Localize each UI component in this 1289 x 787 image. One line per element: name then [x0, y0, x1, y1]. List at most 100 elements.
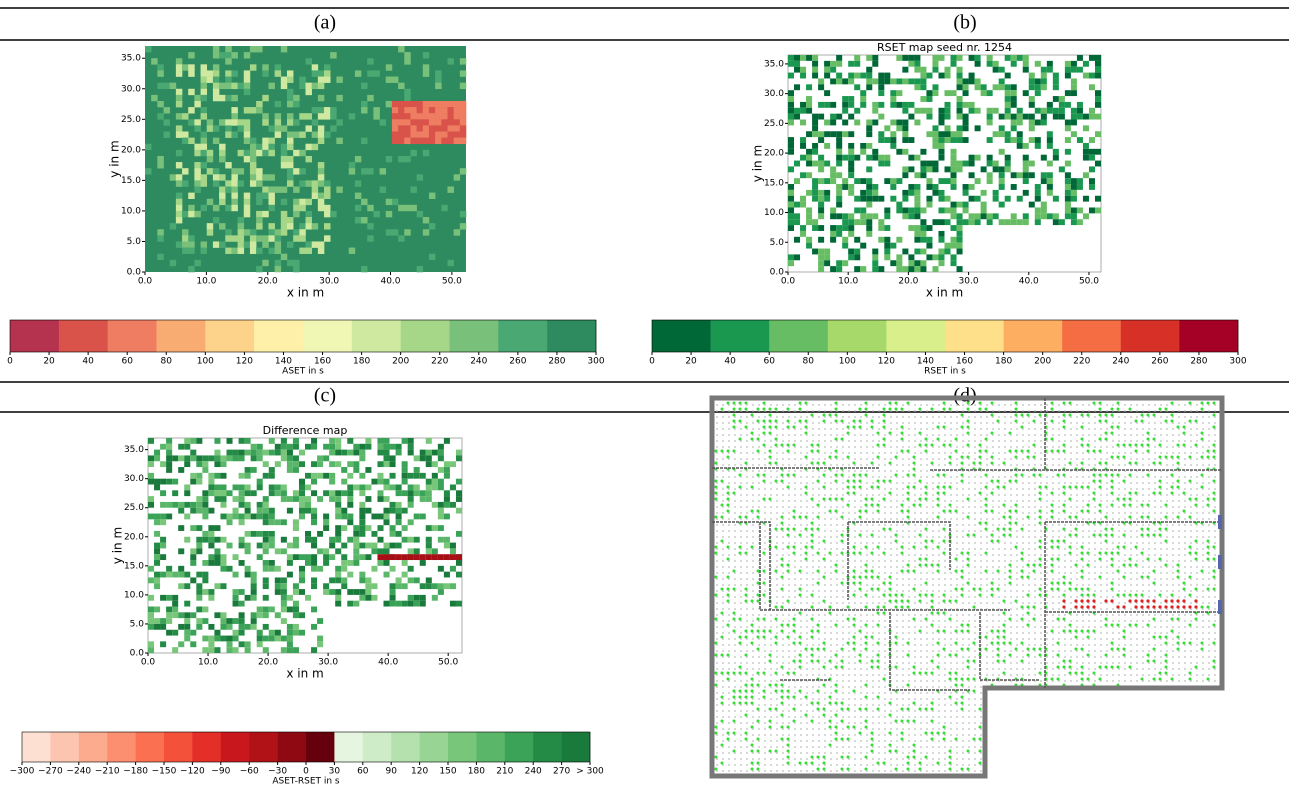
- heatmap-cell: [920, 219, 926, 225]
- heatmap-cell: [794, 114, 800, 120]
- heatmap-cell: [176, 113, 182, 119]
- plan-dot: [1201, 486, 1204, 489]
- plan-dot: [727, 492, 730, 495]
- y-tick-label: 0.0: [770, 268, 785, 278]
- heatmap-cell: [225, 205, 231, 211]
- plan-dot: [715, 498, 718, 501]
- heatmap-cell: [311, 444, 317, 450]
- plan-dot: [931, 672, 934, 675]
- plan-dot: [1177, 444, 1180, 447]
- heatmap-cell: [951, 161, 957, 167]
- heatmap-cell: [329, 490, 335, 496]
- heatmap-cell: [1023, 61, 1029, 67]
- heatmap-cell: [890, 102, 896, 108]
- heatmap-cell: [335, 450, 341, 456]
- heatmap-cell: [417, 211, 423, 217]
- heatmap-cell: [824, 73, 830, 79]
- plan-dot: [979, 588, 982, 591]
- plan-dot: [787, 546, 790, 549]
- heatmap-cell: [227, 514, 233, 520]
- plan-dot: [757, 594, 760, 597]
- plan-dot: [1051, 564, 1054, 567]
- plan-dot: [721, 702, 724, 705]
- heatmap-cell: [244, 70, 250, 76]
- plan-dot: [1093, 534, 1096, 537]
- heatmap-cell: [993, 131, 999, 137]
- plan-dot: [1009, 534, 1012, 537]
- heatmap-cell: [818, 207, 824, 213]
- heatmap-cell: [263, 473, 269, 479]
- heatmap-cell: [914, 184, 920, 190]
- plan-dot: [829, 552, 832, 555]
- heatmap-cell: [848, 155, 854, 161]
- plan-dot: [787, 690, 790, 693]
- plan-dot: [727, 510, 730, 513]
- heatmap-cell: [281, 186, 287, 192]
- colorbar-swatch: [157, 320, 206, 352]
- plan-dot: [1021, 606, 1024, 609]
- heatmap-cell: [365, 554, 371, 560]
- heatmap-cell: [148, 607, 154, 613]
- plan-dot: [1081, 438, 1084, 441]
- heatmap-cell: [148, 514, 154, 520]
- heatmap-cell: [196, 572, 202, 578]
- plan-dot: [1123, 654, 1126, 657]
- plan-dot: [1081, 510, 1084, 513]
- plan-dot: [1051, 540, 1054, 543]
- heatmap-cell: [963, 114, 969, 120]
- heatmap-cell: [176, 174, 182, 180]
- heatmap-cell: [914, 172, 920, 178]
- heatmap-cell: [245, 514, 251, 520]
- colorbar-swatch: [205, 320, 254, 352]
- plan-dot: [1207, 504, 1210, 507]
- heatmap-cell: [281, 150, 287, 156]
- heatmap-cell: [1065, 196, 1071, 202]
- heatmap-cell: [201, 95, 207, 101]
- plan-dot: [745, 552, 748, 555]
- plan-dot: [793, 444, 796, 447]
- plan-dot: [781, 558, 784, 561]
- plan-dot: [1213, 588, 1216, 591]
- heatmap-cell: [250, 150, 256, 156]
- heatmap-cell: [207, 199, 213, 205]
- heatmap-cell: [429, 138, 435, 144]
- plan-dot: [949, 510, 952, 513]
- heatmap-cell: [166, 450, 172, 456]
- plan-dot: [901, 450, 904, 453]
- plan-dot: [973, 738, 976, 741]
- plan-dot: [1033, 570, 1036, 573]
- plan-dot: [763, 552, 766, 555]
- plan-dot: [1003, 672, 1006, 675]
- colorbar-swatch: [711, 320, 770, 352]
- heatmap-cell: [1071, 213, 1077, 219]
- heatmap-cell: [812, 120, 818, 126]
- heatmap-cell: [306, 144, 312, 150]
- heatmap-cell: [365, 508, 371, 514]
- plan-dot: [817, 702, 820, 705]
- heatmap-cell: [824, 196, 830, 202]
- plan-dot: [775, 438, 778, 441]
- heatmap-cell: [987, 178, 993, 184]
- plan-dot: [1146, 605, 1149, 608]
- heatmap-cell: [1005, 90, 1011, 96]
- heatmap-cell: [190, 525, 196, 531]
- heatmap-cell: [166, 479, 172, 485]
- plan-dot: [1027, 654, 1030, 657]
- heatmap-cell: [800, 102, 806, 108]
- plan-dot: [757, 768, 760, 771]
- heatmap-cell: [196, 508, 202, 514]
- heatmap-cell: [347, 484, 353, 490]
- heatmap-cell: [148, 438, 154, 444]
- plan-dot: [1033, 618, 1036, 621]
- colorbar-tick-label: 180: [995, 357, 1012, 367]
- heatmap-cell: [1005, 73, 1011, 79]
- heatmap-cell: [908, 61, 914, 67]
- plan-dot: [871, 738, 874, 741]
- heatmap-cell: [1059, 102, 1065, 108]
- plan-dot: [733, 588, 736, 591]
- heatmap-cell: [202, 455, 208, 461]
- heatmap-cell: [854, 155, 860, 161]
- heatmap-cell: [818, 161, 824, 167]
- heatmap-cell: [293, 496, 299, 502]
- plan-dot: [715, 480, 718, 483]
